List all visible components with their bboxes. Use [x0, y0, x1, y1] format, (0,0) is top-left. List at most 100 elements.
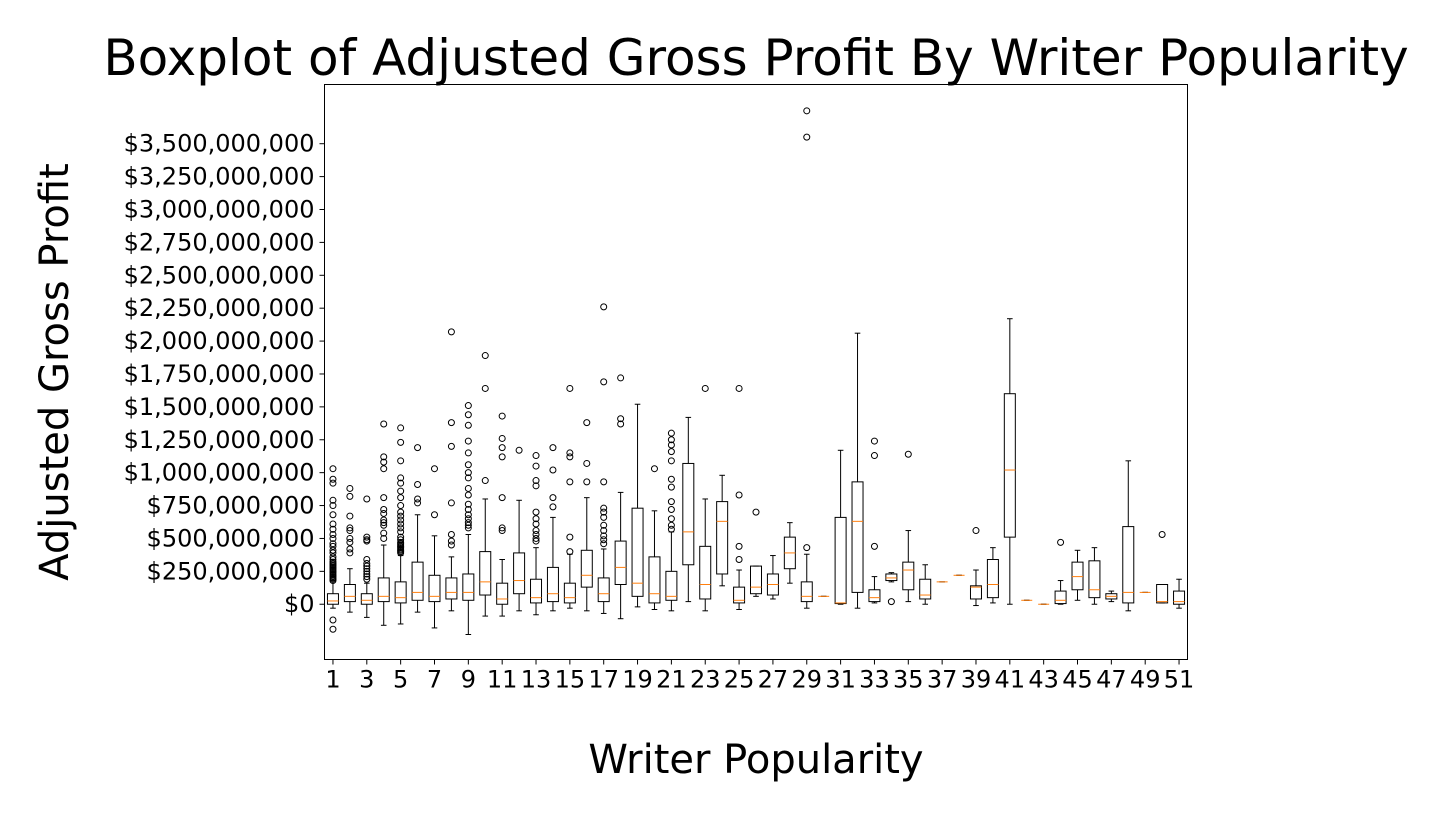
outlier-point [549, 444, 557, 452]
outlier-point [498, 412, 506, 420]
outlier-point [397, 516, 405, 524]
outlier-point [887, 598, 895, 606]
outlier-point [464, 515, 472, 523]
chart-title: Boxplot of Adjusted Gross Profit By Writ… [103, 29, 1408, 87]
x-tick-label: 25 [724, 666, 755, 694]
y-tick-label: $1,500,000,000 [124, 393, 315, 421]
box [1054, 590, 1067, 605]
outlier-point [363, 562, 371, 570]
outlier-point [600, 527, 608, 535]
x-tick-label: 39 [961, 666, 992, 694]
outlier-point [397, 424, 405, 432]
outlier-point [600, 508, 608, 516]
box [733, 586, 746, 604]
outlier-point [363, 556, 371, 563]
outlier-point [397, 487, 405, 495]
box-group-23 [699, 384, 712, 612]
outlier-point [363, 495, 371, 503]
box [902, 561, 915, 591]
y-tick-label: $3,250,000,000 [124, 163, 315, 191]
outlier-point [464, 402, 472, 410]
outlier-point [803, 107, 811, 115]
outlier-point [397, 538, 405, 546]
outlier-point [346, 484, 354, 492]
outlier-point [617, 415, 625, 423]
outlier-point [600, 521, 608, 529]
outlier-point [667, 506, 675, 513]
y-tick-label: $3,500,000,000 [124, 130, 315, 158]
y-tick-label: $3,000,000,000 [124, 196, 315, 224]
outlier-point [329, 465, 337, 473]
outlier-point [464, 484, 472, 492]
outlier-point [397, 457, 405, 465]
outlier-point [600, 504, 608, 512]
outlier-point [329, 546, 337, 554]
x-tick-label: 41 [995, 666, 1026, 694]
outlier-point [549, 494, 557, 502]
outlier-point [346, 534, 354, 542]
outlier-point [329, 540, 337, 548]
outlier-point [329, 553, 337, 561]
outlier-point [380, 458, 388, 466]
outlier-point [464, 511, 472, 519]
x-tick-label: 27 [758, 666, 789, 694]
outlier-point [464, 449, 472, 457]
outlier-point [447, 328, 455, 336]
x-tick-label: 29 [791, 666, 822, 694]
box [969, 585, 982, 600]
outlier-point [498, 434, 506, 442]
box-group-1 [326, 465, 339, 633]
outlier-point [329, 556, 337, 563]
outlier-point [397, 494, 405, 502]
box-group-5 [394, 424, 407, 625]
outlier-point [329, 496, 337, 504]
y-tick-label: $2,750,000,000 [124, 228, 315, 256]
x-tick-label: 23 [690, 666, 721, 694]
outlier-point [380, 465, 388, 473]
outlier-point [498, 527, 506, 535]
x-tick-label: 5 [393, 666, 408, 694]
outlier-point [363, 533, 371, 541]
outlier-point [397, 533, 405, 541]
y-tick-label: $1,000,000,000 [124, 459, 315, 487]
outlier-point [380, 509, 388, 517]
outlier-point [397, 438, 405, 446]
outlier-point [566, 449, 574, 457]
box [360, 593, 373, 605]
outlier-point [447, 442, 455, 450]
box-group-15 [563, 384, 576, 609]
box-group-9 [462, 402, 475, 635]
outlier-point [397, 474, 405, 482]
box-group-40 [986, 547, 999, 604]
outlier-point [380, 494, 388, 502]
outlier-point [380, 534, 388, 542]
outlier-point [904, 450, 912, 458]
outlier-point [600, 536, 608, 544]
outlier-point [464, 474, 472, 482]
x-tick-label: 33 [859, 666, 890, 694]
plot-frame [324, 84, 1188, 660]
outlier-point [329, 520, 337, 528]
y-tick-label: $0 [284, 590, 315, 618]
box [445, 577, 458, 600]
outlier-point [397, 528, 405, 536]
outlier-point [464, 461, 472, 469]
box-group-41 [1003, 318, 1016, 605]
outlier-point [600, 532, 608, 540]
outlier-point [667, 457, 675, 465]
outlier-point [667, 525, 675, 533]
outlier-point [329, 542, 337, 550]
outlier-point [329, 616, 337, 624]
box-group-6 [411, 444, 424, 613]
outlier-point [617, 420, 625, 428]
y-tick-label: $500,000,000 [147, 524, 315, 552]
outlier-point [667, 498, 675, 506]
outlier-point [667, 429, 675, 437]
outlier-point [803, 133, 811, 141]
box-group-51 [1173, 578, 1186, 609]
outlier-point [498, 494, 506, 502]
outlier-point [346, 538, 354, 546]
outlier-point [380, 453, 388, 461]
outlier-point [447, 419, 455, 427]
